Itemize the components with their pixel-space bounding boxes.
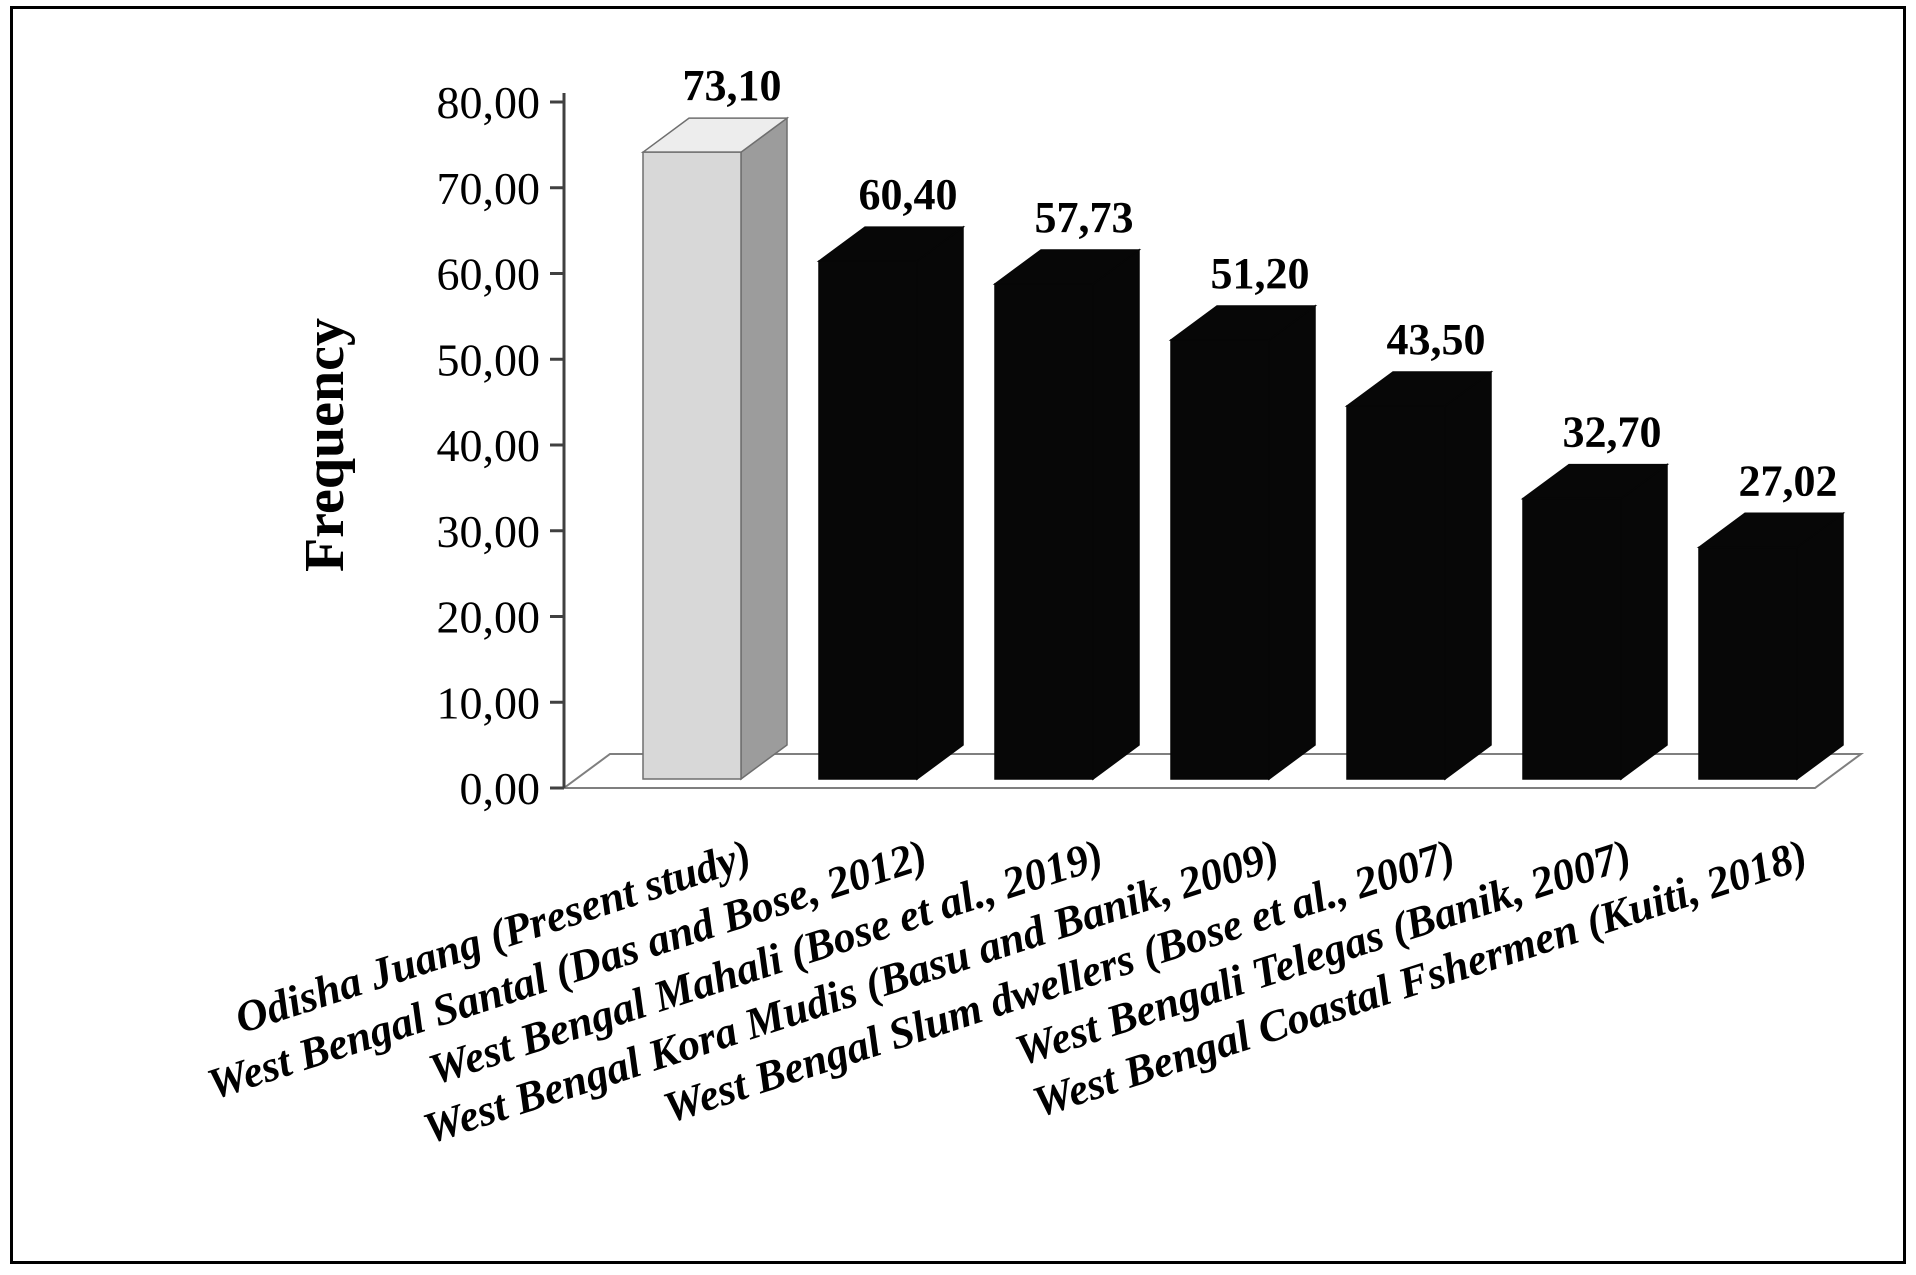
bar-value-label: 73,10	[683, 61, 782, 110]
bar-value-label: 43,50	[1387, 315, 1486, 364]
y-tick-label: 10,00	[437, 677, 541, 728]
bar-front-face	[1170, 339, 1270, 780]
y-tick-label: 30,00	[437, 506, 541, 557]
y-tick-label: 20,00	[437, 592, 541, 643]
bar-front-face	[1698, 546, 1798, 780]
bar-front-face	[642, 151, 742, 780]
y-tick-label: 0,00	[460, 763, 541, 814]
frequency-bar-chart: 0,00 10,00 20,00 30,00 40,00 50,00 60,00 70,00 8…	[201, 61, 1865, 1154]
y-tick-label: 60,00	[437, 249, 541, 300]
bar-value-label: 60,40	[859, 170, 958, 219]
bar-front-face	[818, 260, 918, 780]
bar-value-label: 27,02	[1739, 456, 1838, 505]
bar-side-face	[740, 116, 788, 781]
y-tick-label: 80,00	[437, 77, 541, 128]
bar-side-face	[916, 225, 964, 781]
bar-side-face	[1268, 304, 1316, 781]
y-tick-label: 50,00	[437, 334, 541, 385]
bar-value-label: 51,20	[1211, 249, 1310, 298]
bar-value-label: 57,73	[1035, 193, 1134, 242]
bar-side-face	[1444, 370, 1492, 781]
y-axis-title: Frequency	[294, 318, 356, 572]
chart-frame: 0,00 10,00 20,00 30,00 40,00 50,00 60,00 70,00 8…	[10, 6, 1906, 1264]
bar-side-face	[1796, 511, 1844, 781]
y-tick-label: 40,00	[437, 420, 541, 471]
bar-side-face	[1620, 463, 1668, 781]
bar-front-face	[1346, 405, 1446, 780]
bar-value-label: 32,70	[1563, 408, 1662, 457]
bar-front-face	[994, 283, 1094, 780]
bar-side-face	[1092, 248, 1140, 781]
bar-front-face	[1522, 497, 1622, 780]
y-tick-label: 70,00	[437, 163, 541, 214]
